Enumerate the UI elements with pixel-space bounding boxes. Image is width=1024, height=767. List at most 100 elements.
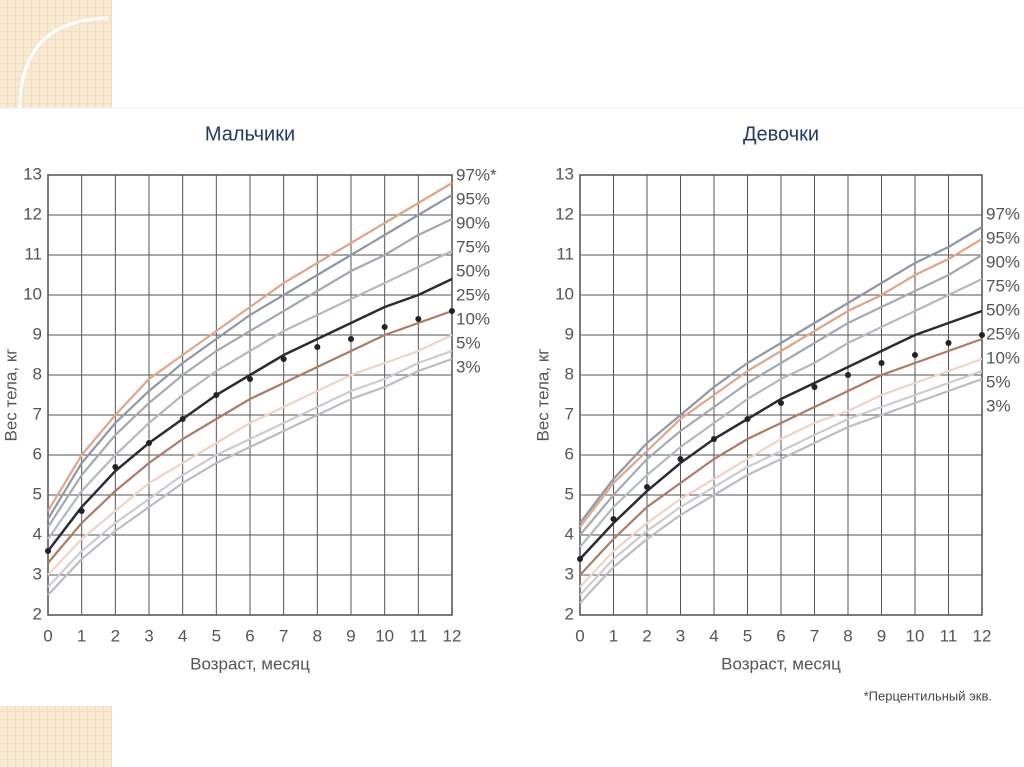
data-point	[610, 516, 617, 522]
legend-label: 50%	[456, 261, 490, 280]
x-axis-label: Возраст, месяц	[721, 654, 841, 673]
legend-label: 3%	[986, 396, 1011, 415]
y-tick-label: 10	[23, 284, 42, 303]
y-tick-label: 13	[23, 164, 42, 183]
y-tick-label: 9	[565, 324, 574, 343]
x-tick-label: 11	[410, 626, 428, 645]
y-tick-label: 3	[33, 564, 42, 583]
x-tick-label: 9	[877, 626, 886, 645]
data-point	[78, 508, 85, 514]
y-tick-label: 2	[33, 604, 42, 623]
data-point	[711, 436, 717, 442]
x-tick-label: 6	[245, 626, 254, 645]
y-tick-label: 12	[555, 204, 574, 223]
x-tick-label: 12	[973, 626, 992, 645]
legend-label: 90%	[456, 213, 490, 232]
legend-label: 90%	[986, 252, 1020, 271]
data-point	[381, 324, 388, 330]
percentile-line	[579, 238, 983, 528]
y-tick-label: 9	[33, 324, 42, 343]
x-tick-label: 12	[443, 626, 462, 645]
percentile-line	[47, 218, 453, 528]
y-tick-label: 8	[565, 364, 574, 383]
corner-arc	[18, 16, 109, 109]
data-point	[811, 384, 818, 390]
y-tick-label: 5	[565, 484, 574, 503]
y-tick-label: 6	[565, 444, 574, 463]
x-tick-label: 9	[346, 626, 355, 645]
percentile-line	[47, 182, 453, 512]
data-point	[979, 332, 985, 338]
y-axis-label: Вес тела, кг	[533, 349, 552, 442]
data-point	[912, 352, 918, 358]
y-tick-label: 7	[33, 404, 42, 423]
data-point	[449, 308, 455, 314]
x-tick-label: 1	[77, 626, 86, 645]
data-point	[247, 376, 253, 382]
y-tick-label: 10	[555, 284, 574, 303]
annotation: *Перцентильный экв.	[864, 688, 992, 703]
y-tick-label: 2	[565, 604, 574, 623]
y-tick-label: 8	[33, 364, 42, 383]
chart-title: Мальчики	[205, 123, 295, 145]
percentile-line	[47, 334, 453, 576]
x-tick-label: 8	[313, 626, 322, 645]
data-point	[577, 556, 583, 562]
x-tick-label: 5	[743, 626, 752, 645]
data-point	[415, 316, 422, 322]
legend-label: 25%	[986, 324, 1020, 343]
chart-title: Девочки	[743, 123, 819, 145]
y-tick-label: 5	[33, 484, 42, 503]
y-tick-label: 12	[23, 204, 42, 223]
y-tick-label: 11	[24, 244, 42, 263]
percentile-line	[579, 278, 983, 548]
x-tick-label: 2	[642, 626, 651, 645]
legend-label: 75%	[986, 276, 1020, 295]
percentile-line	[579, 337, 983, 576]
data-point	[845, 372, 851, 378]
percentile-line	[579, 226, 983, 524]
corner-decoration	[0, 706, 112, 767]
percentile-line	[47, 194, 453, 520]
x-tick-label: 7	[279, 626, 288, 645]
legend-label: 10%	[986, 348, 1020, 367]
x-tick-label: 0	[575, 626, 584, 645]
x-tick-label: 5	[212, 626, 221, 645]
percentile-line	[579, 309, 983, 560]
percentile-line	[47, 357, 453, 596]
y-axis-label: Вес тела, кг	[1, 349, 20, 442]
x-tick-label: 10	[375, 626, 394, 645]
percentile-line	[47, 309, 453, 564]
data-point	[744, 416, 751, 422]
y-tick-label: 4	[565, 524, 574, 543]
legend-label: 95%	[986, 228, 1020, 247]
x-tick-label: 7	[810, 626, 819, 645]
data-point	[348, 336, 354, 342]
x-tick-label: 1	[609, 626, 618, 645]
x-tick-label: 4	[709, 626, 718, 645]
percentile-line	[579, 357, 983, 588]
data-point	[45, 548, 51, 554]
legend-label: 25%	[456, 285, 490, 304]
x-tick-label: 3	[676, 626, 685, 645]
data-point	[778, 400, 784, 406]
x-tick-label: 8	[843, 626, 852, 645]
y-tick-label: 6	[33, 444, 42, 463]
data-point	[677, 456, 684, 462]
corner-decoration	[0, 0, 112, 108]
data-point	[112, 464, 119, 470]
y-tick-label: 7	[565, 404, 574, 423]
legend-label: 5%	[456, 333, 481, 352]
x-tick-label: 10	[906, 626, 925, 645]
data-point	[945, 340, 952, 346]
legend-label: 3%	[456, 357, 481, 376]
legend-label: 10%	[456, 309, 490, 328]
legend-label: 95%	[456, 189, 490, 208]
x-axis-label: Возраст, месяц	[190, 654, 310, 673]
data-point	[179, 416, 186, 422]
x-tick-label: 4	[178, 626, 187, 645]
percentile-line	[47, 250, 453, 540]
percentile-line	[47, 277, 453, 552]
